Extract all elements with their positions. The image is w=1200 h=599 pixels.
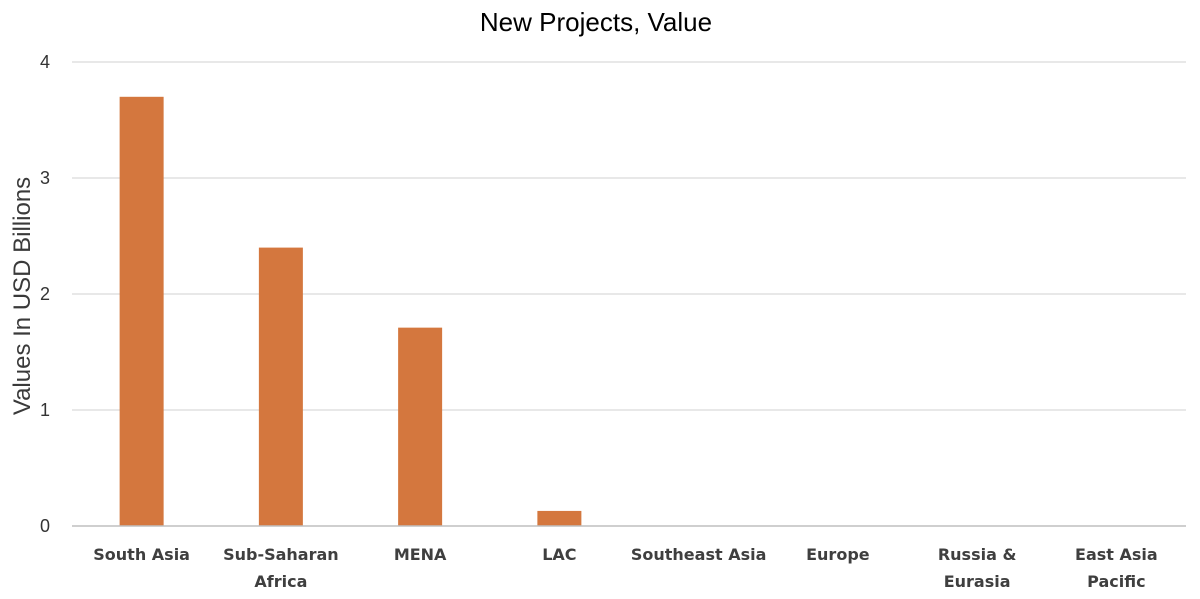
gridlines <box>72 61 1186 411</box>
y-tick-label: 2 <box>40 284 50 304</box>
x-category-label: East Asia <box>1075 545 1158 564</box>
x-category-label: Eurasia <box>944 572 1011 591</box>
y-tick-label: 0 <box>40 516 50 536</box>
x-category-label: Africa <box>254 572 307 591</box>
y-tick-label: 4 <box>40 52 50 72</box>
x-category-label: Europe <box>806 545 870 564</box>
y-axis-label: Values In USD Billions <box>9 177 36 415</box>
y-tick-label: 3 <box>40 168 50 188</box>
bars <box>119 96 582 527</box>
x-category-label: Pacific <box>1087 572 1145 591</box>
bar <box>119 96 164 527</box>
bar <box>537 510 582 526</box>
chart-title: New Projects, Value <box>480 7 712 37</box>
bar <box>398 327 443 526</box>
x-axis-category-labels: South Asia Sub-Saharan Africa MENA LAC Southe… <box>93 545 1157 591</box>
y-axis-ticks: 0 1 2 3 4 <box>40 52 50 536</box>
x-category-label: Russia & <box>938 545 1017 564</box>
x-category-label: LAC <box>542 545 576 564</box>
bar <box>258 247 303 526</box>
x-category-label: South Asia <box>93 545 190 564</box>
x-category-label: Southeast Asia <box>631 545 767 564</box>
x-category-label: MENA <box>394 545 447 564</box>
y-tick-label: 1 <box>40 400 50 420</box>
x-category-label: Sub-Saharan <box>223 545 339 564</box>
